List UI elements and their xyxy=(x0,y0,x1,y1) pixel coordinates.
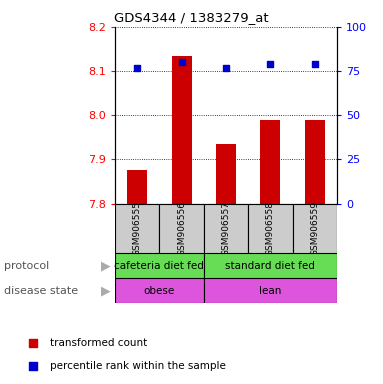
Point xyxy=(178,59,185,65)
Bar xyxy=(216,144,236,204)
Bar xyxy=(248,204,293,253)
Text: protocol: protocol xyxy=(4,261,49,271)
Text: cafeteria diet fed: cafeteria diet fed xyxy=(115,261,204,271)
Text: GSM906556: GSM906556 xyxy=(177,201,186,256)
Bar xyxy=(204,204,248,253)
Bar xyxy=(204,278,337,303)
Point xyxy=(30,340,36,346)
Point xyxy=(134,65,140,71)
Bar xyxy=(159,204,204,253)
Text: GSM906559: GSM906559 xyxy=(310,201,319,256)
Bar xyxy=(293,204,337,253)
Bar xyxy=(115,204,159,253)
Bar xyxy=(115,253,204,278)
Text: GSM906555: GSM906555 xyxy=(133,201,142,256)
Text: ▶: ▶ xyxy=(100,260,110,272)
Text: lean: lean xyxy=(259,286,282,296)
Text: GDS4344 / 1383279_at: GDS4344 / 1383279_at xyxy=(114,12,269,25)
Point xyxy=(312,61,318,67)
Bar xyxy=(305,120,325,204)
Text: GSM906557: GSM906557 xyxy=(221,201,231,256)
Point xyxy=(223,65,229,71)
Text: disease state: disease state xyxy=(4,286,78,296)
Text: standard diet fed: standard diet fed xyxy=(226,261,315,271)
Bar xyxy=(204,253,337,278)
Text: percentile rank within the sample: percentile rank within the sample xyxy=(50,361,226,371)
Point xyxy=(30,363,36,369)
Bar xyxy=(172,56,192,204)
Text: ▶: ▶ xyxy=(100,285,110,297)
Text: transformed count: transformed count xyxy=(50,338,147,348)
Bar xyxy=(127,170,147,204)
Bar xyxy=(115,278,204,303)
Bar xyxy=(260,120,280,204)
Text: obese: obese xyxy=(144,286,175,296)
Point xyxy=(267,61,273,67)
Text: GSM906558: GSM906558 xyxy=(266,201,275,256)
